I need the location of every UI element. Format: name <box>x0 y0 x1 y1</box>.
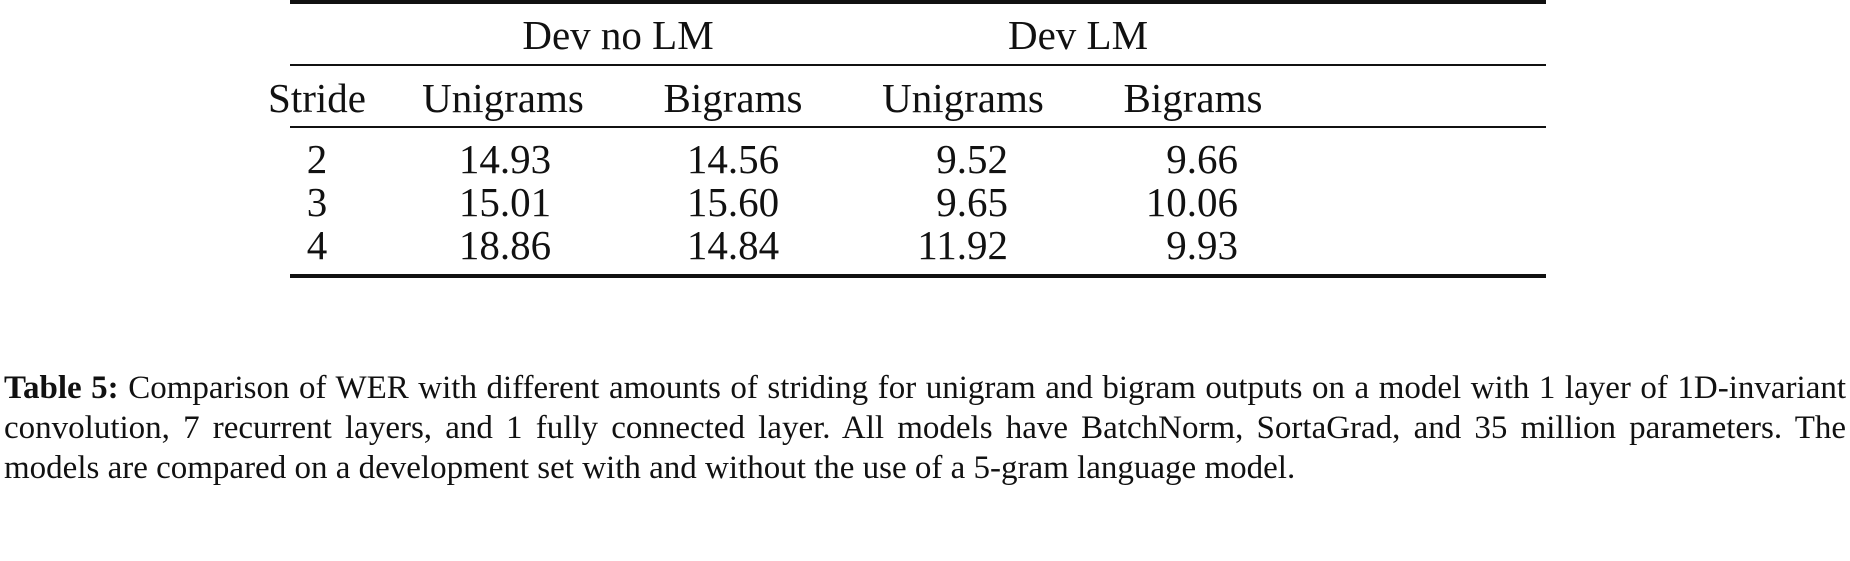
group-rule <box>290 64 1546 66</box>
top-rule <box>290 0 1546 4</box>
table-cell: 18.86 <box>458 222 552 268</box>
bottom-rule <box>290 274 1546 278</box>
table-cell: 14.84 <box>686 222 780 268</box>
group-header-dev-lm: Dev LM <box>1007 12 1149 58</box>
caption-text: Comparison of WER with different amounts… <box>4 370 1847 486</box>
table-cell: 9.66 <box>1166 136 1238 182</box>
column-header-bigrams-no-lm: Bigrams <box>663 75 803 121</box>
group-header-dev-no-lm: Dev no LM <box>522 12 714 58</box>
table-cell: 10.06 <box>1145 179 1238 225</box>
table-caption: Table 5: Comparison of WER with differen… <box>4 368 1846 488</box>
column-header-stride: Stride <box>268 75 366 121</box>
column-header-unigrams-lm: Unigrams <box>882 75 1044 121</box>
table-cell: 4 <box>306 222 328 268</box>
table-cell: 9.93 <box>1166 222 1238 268</box>
table-cell: 14.56 <box>686 136 780 182</box>
table-cell: 3 <box>306 179 328 225</box>
table-cell: 15.60 <box>686 179 780 225</box>
table-cell: 11.92 <box>917 222 1008 268</box>
table-cell: 9.65 <box>936 179 1008 225</box>
column-header-unigrams-no-lm: Unigrams <box>422 75 584 121</box>
table-cell: 14.93 <box>458 136 552 182</box>
header-rule <box>290 126 1546 128</box>
caption-label: Table 5: <box>4 370 119 406</box>
table-cell: 15.01 <box>458 179 552 225</box>
column-header-bigrams-lm: Bigrams <box>1123 75 1263 121</box>
table-cell: 2 <box>306 136 328 182</box>
table-cell: 9.52 <box>936 136 1008 182</box>
